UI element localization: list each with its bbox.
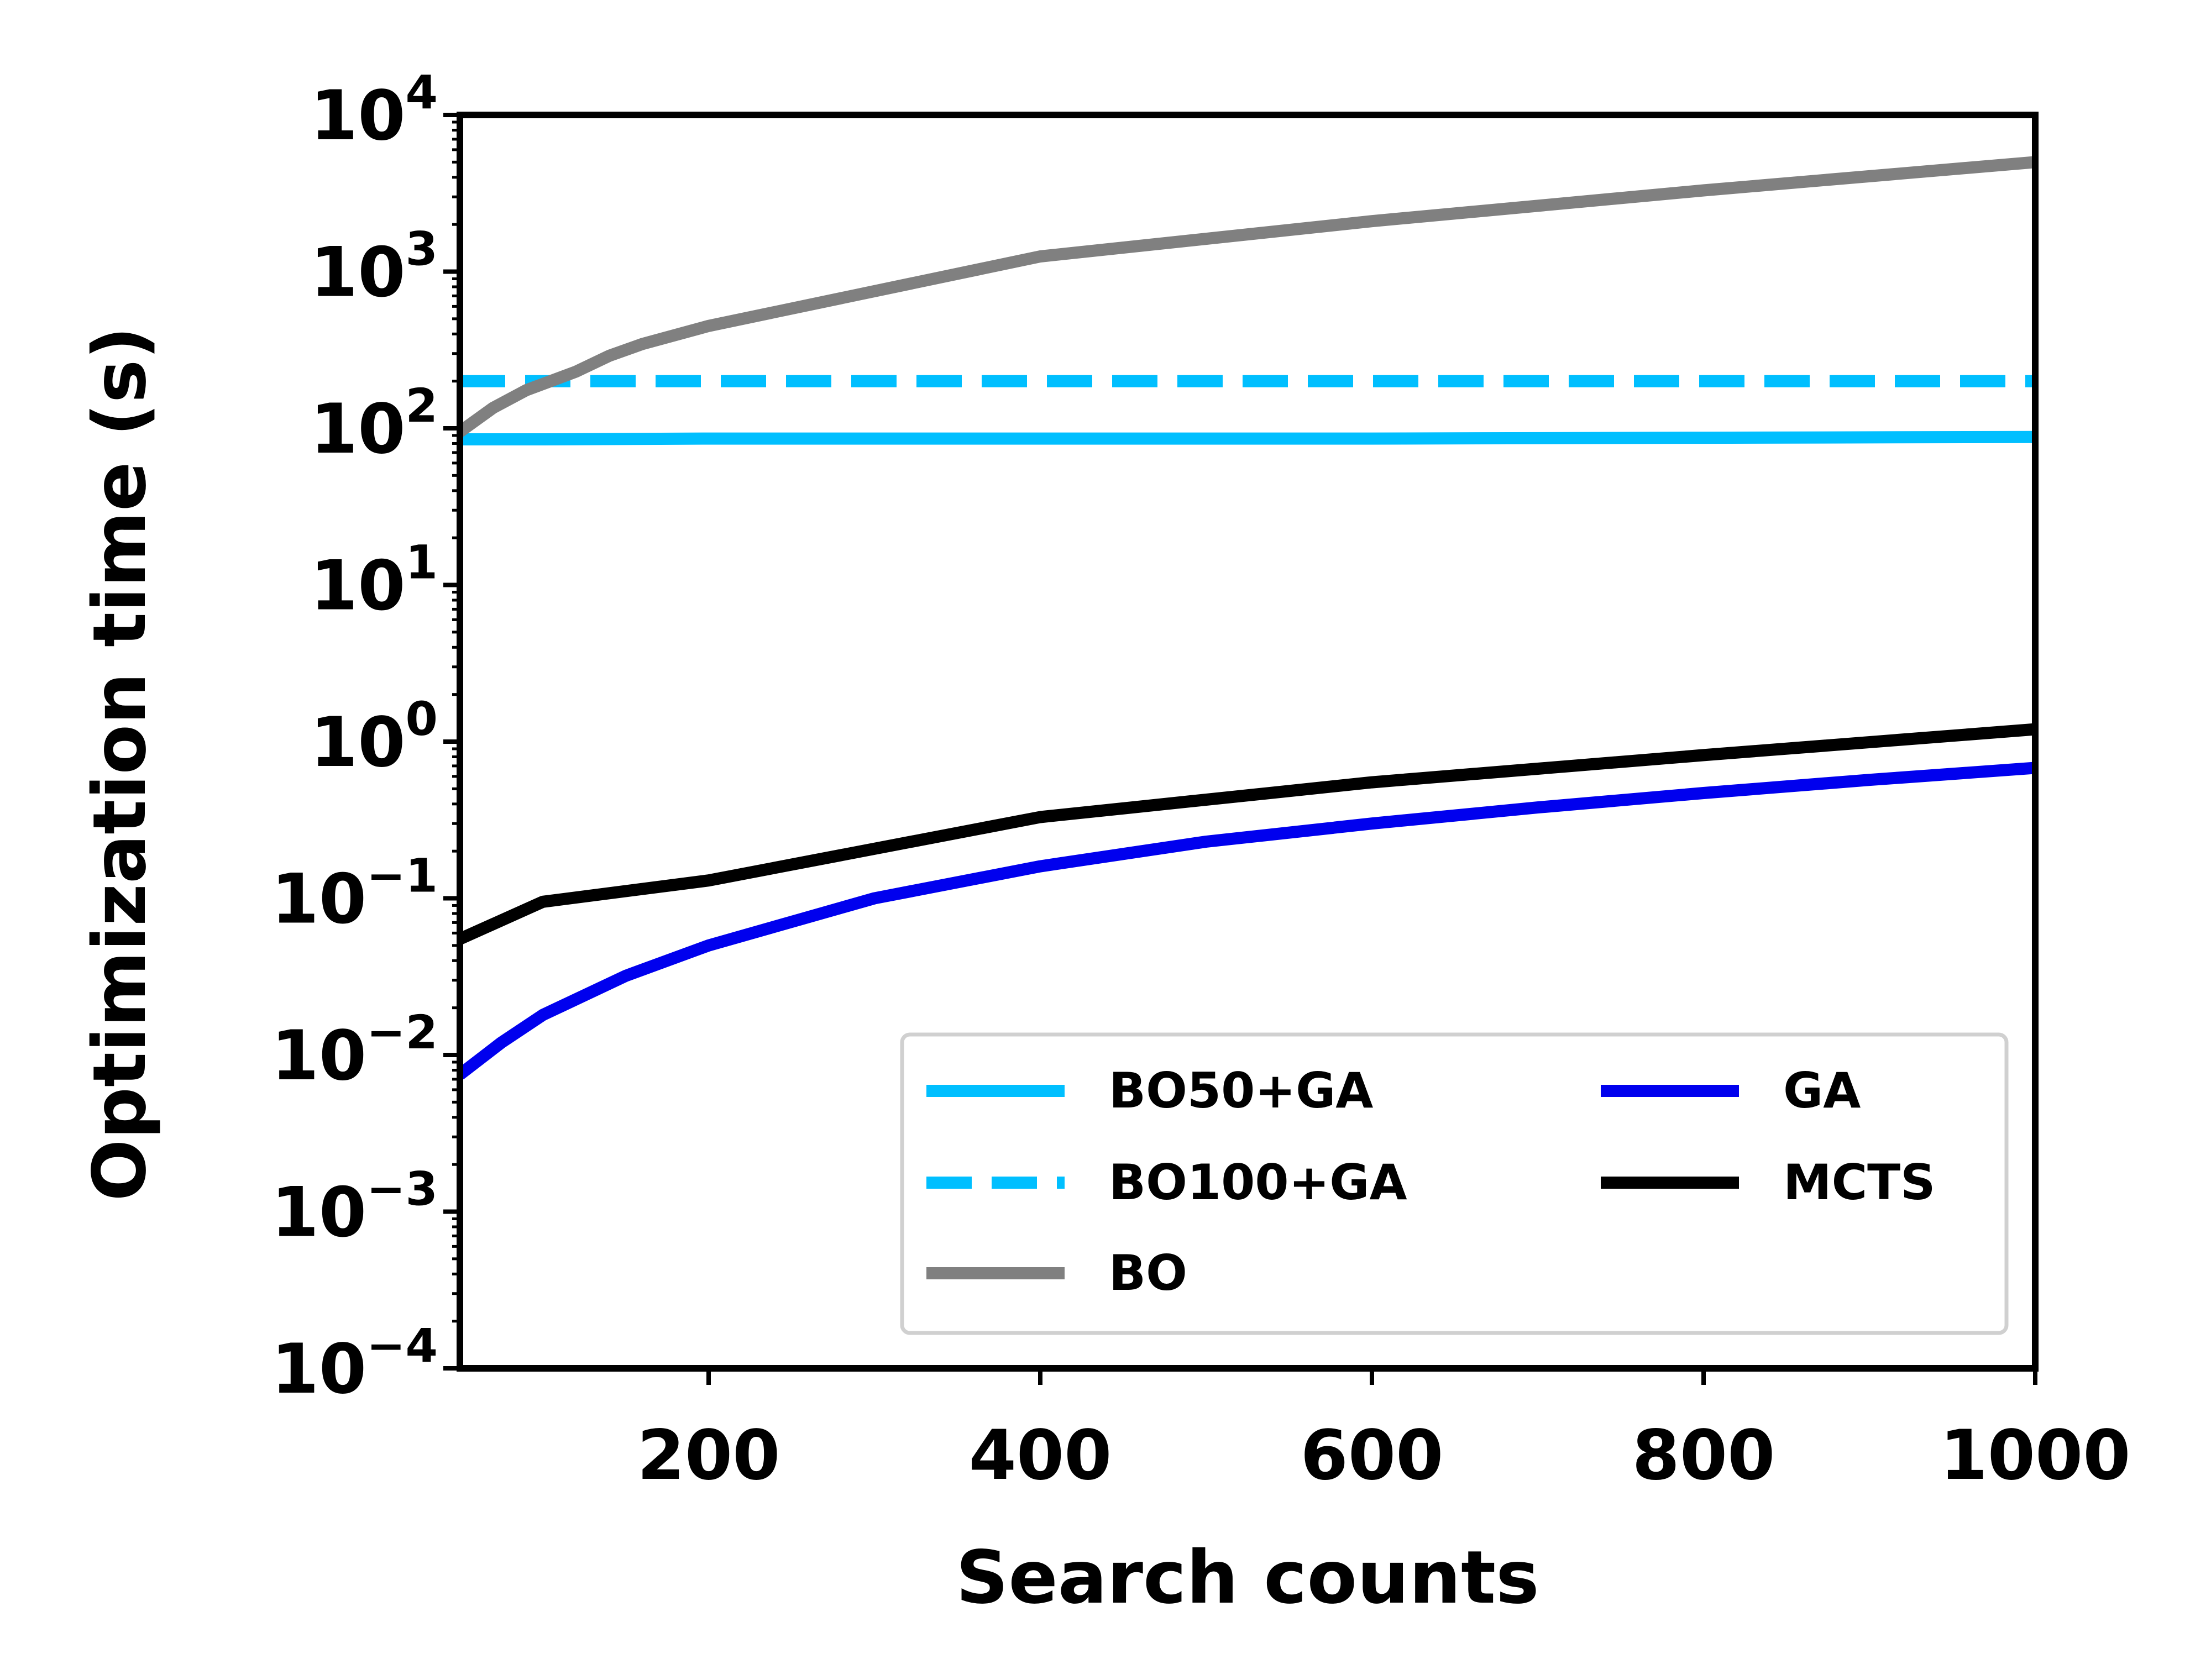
legend: BO50+GA BO100+GA BO GA MCTS — [900, 1032, 2009, 1335]
x-axis: 200 400 600 800 1000 — [637, 1368, 2131, 1495]
legend-label: MCTS — [1783, 1154, 1936, 1211]
y-tick-label: 103 — [310, 222, 438, 313]
y-axis-label: Optimization time (s) — [77, 326, 163, 1201]
y-axis: 104 103 102 101 100 10−1 10−2 10−3 10−4 — [271, 65, 460, 1409]
legend-label: BO50+GA — [1109, 1062, 1373, 1119]
series-line-bo — [460, 156, 2035, 437]
series-layer — [460, 156, 2035, 1080]
y-tick-label: 10−1 — [271, 849, 438, 939]
y-tick-label: 104 — [310, 65, 438, 156]
x-axis-label: Search counts — [956, 1535, 1539, 1620]
y-tick-label: 102 — [310, 379, 438, 469]
legend-label: BO100+GA — [1109, 1154, 1407, 1211]
x-tick-label: 800 — [1632, 1416, 1775, 1495]
x-tick-label: 1000 — [1940, 1416, 2130, 1495]
series-line-bo50-ga — [460, 431, 2035, 445]
series-line-ga — [460, 762, 2035, 1080]
legend-label: GA — [1783, 1062, 1861, 1119]
x-tick-label: 200 — [637, 1416, 780, 1495]
x-tick-label: 400 — [969, 1416, 1112, 1495]
legend-label: BO — [1109, 1245, 1187, 1301]
y-tick-label: 10−4 — [271, 1319, 438, 1409]
legend-box — [900, 1032, 2009, 1335]
x-tick-label: 600 — [1301, 1416, 1444, 1495]
y-tick-label: 10−3 — [271, 1162, 438, 1253]
series-line-mcts — [460, 723, 2035, 945]
y-tick-label: 101 — [310, 536, 438, 626]
y-tick-label: 10−2 — [271, 1005, 438, 1096]
y-tick-label: 100 — [310, 692, 438, 783]
